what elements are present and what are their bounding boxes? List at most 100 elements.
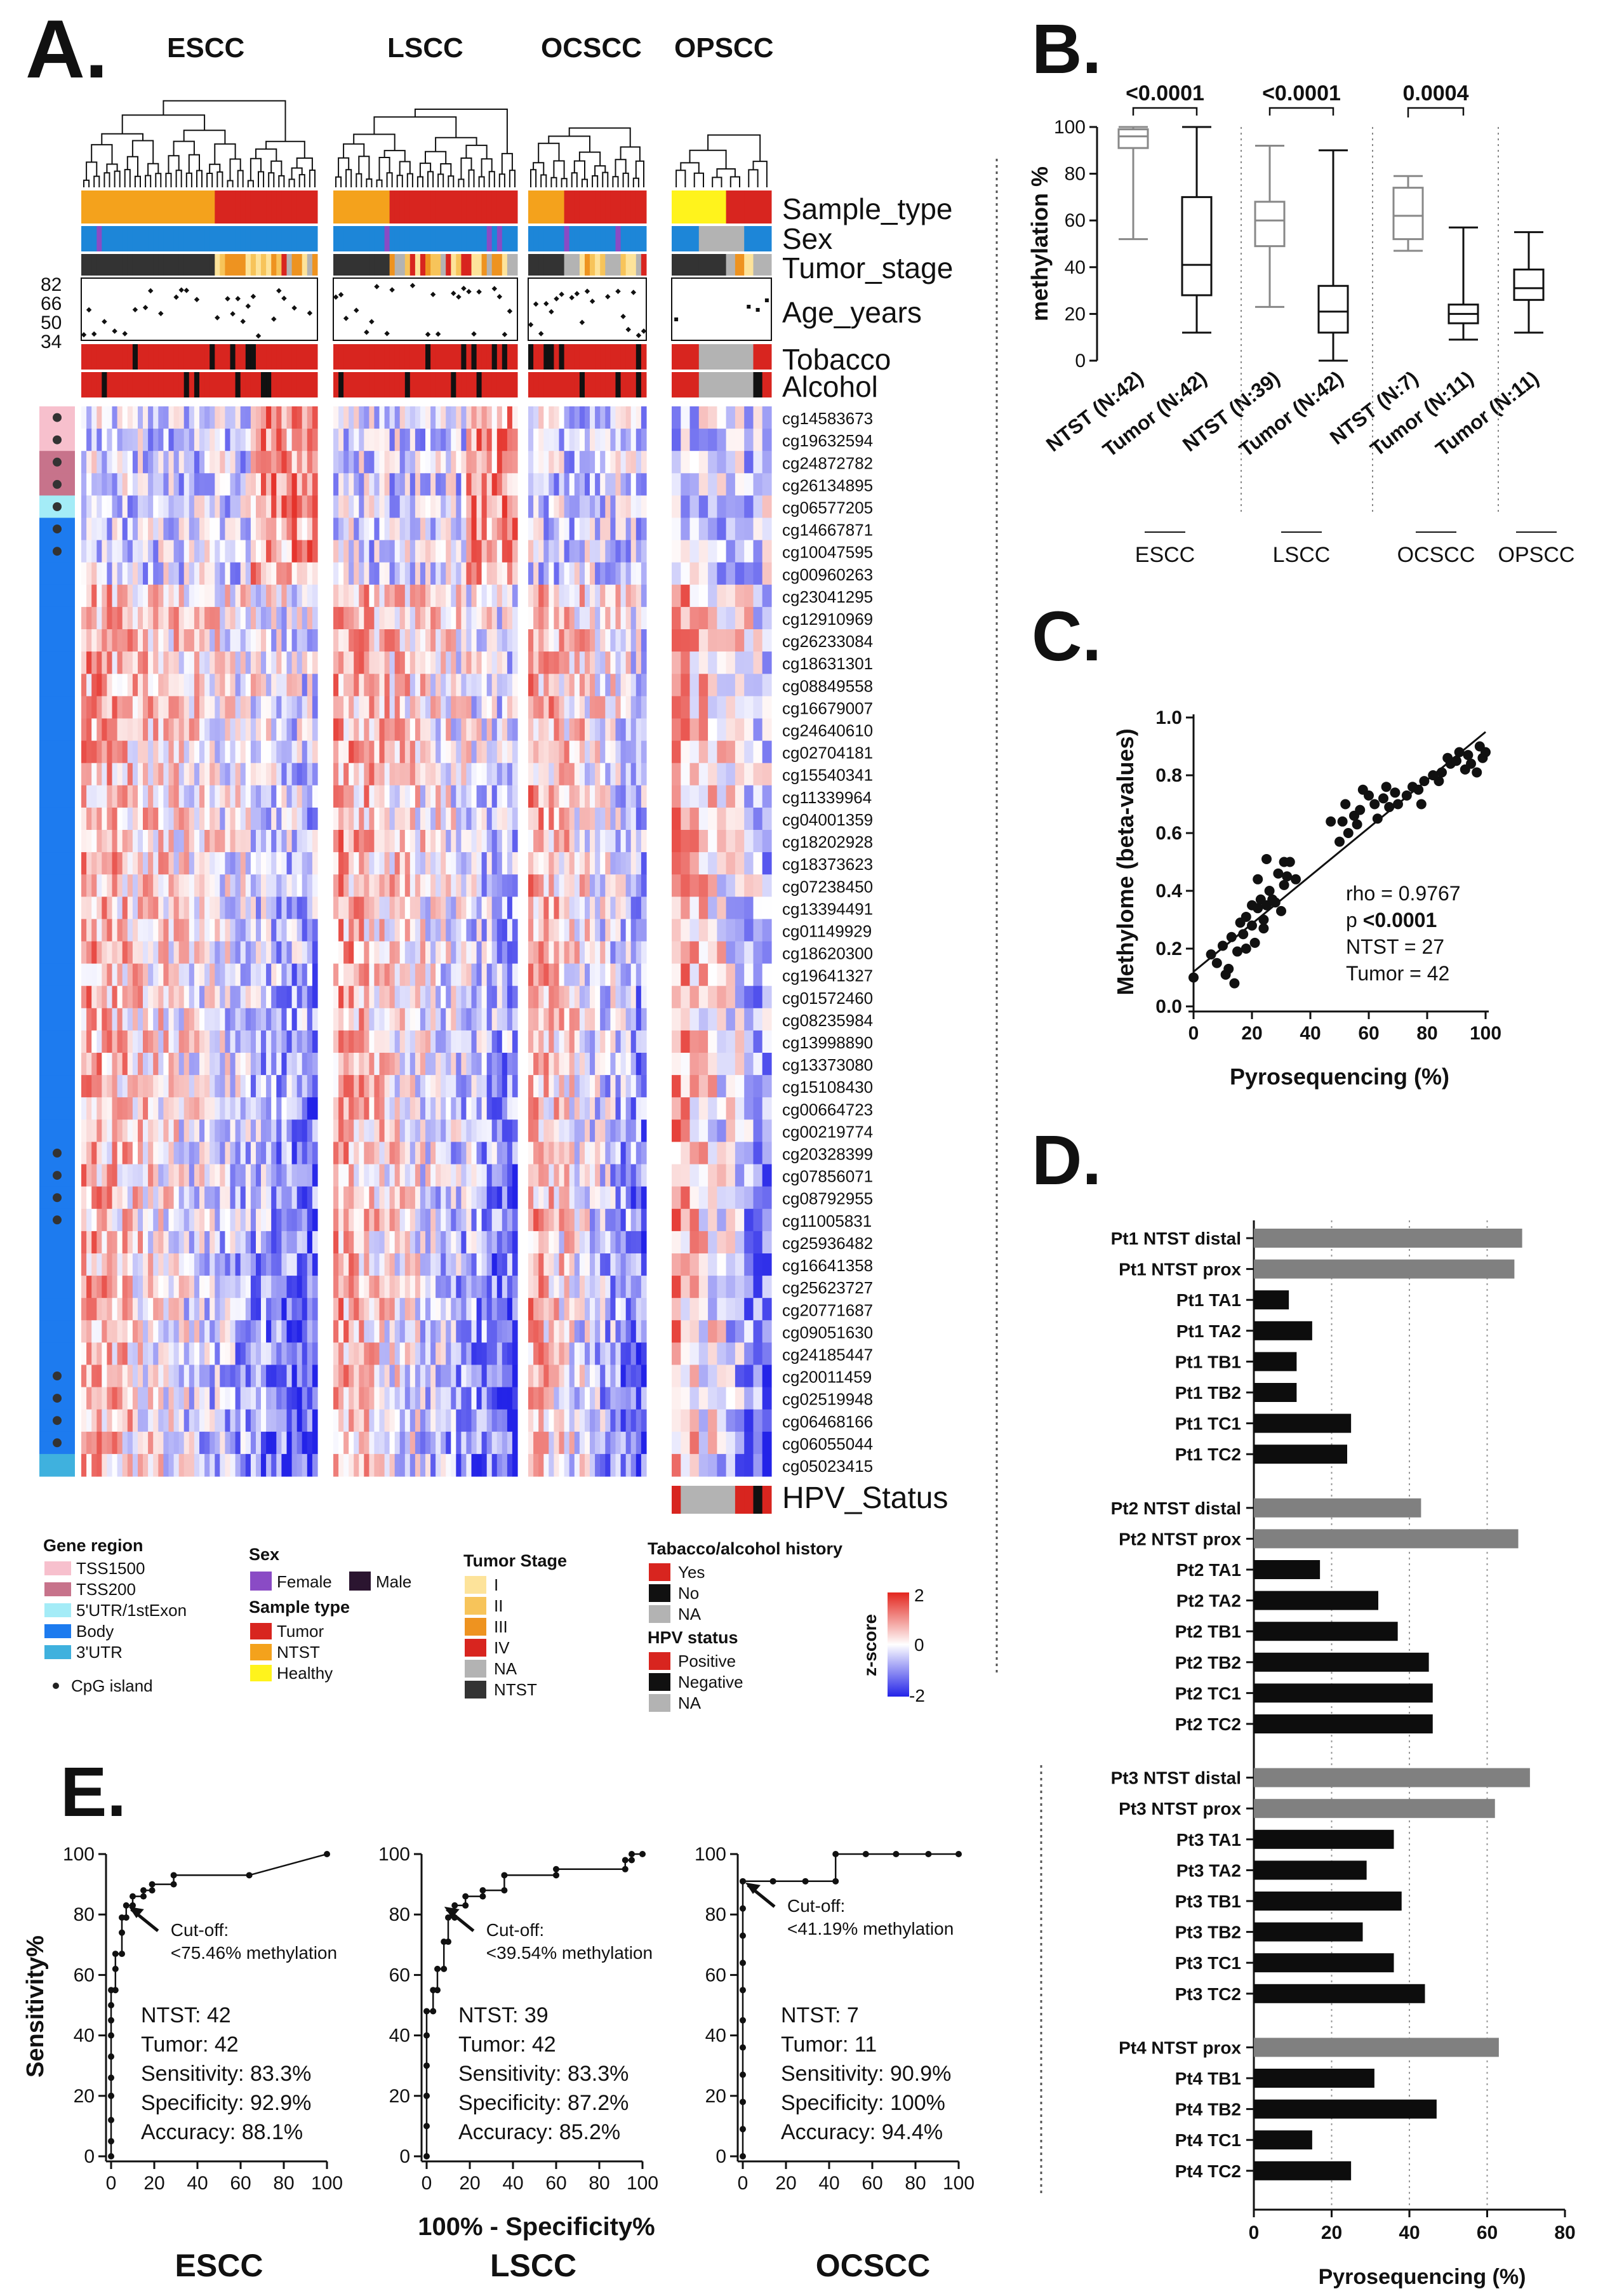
heatmap-cell	[456, 1053, 462, 1076]
heatmap-cell	[486, 540, 493, 563]
heatmap-cell	[605, 429, 611, 451]
age-point	[451, 290, 456, 297]
track-alcohol-cell	[153, 372, 159, 397]
heatmap-cell	[538, 606, 544, 630]
heatmap-cell	[132, 1097, 138, 1120]
heatmap-cell	[271, 1387, 277, 1410]
heatmap-cell	[461, 1298, 467, 1321]
heatmap-cell	[281, 1208, 288, 1232]
track-tobacco-cell	[726, 344, 736, 370]
heatmap-cell	[496, 1365, 503, 1388]
heatmap-cell	[625, 562, 632, 585]
heatmap-cell	[276, 1387, 282, 1410]
heatmap-cell	[148, 1409, 154, 1432]
heatmap-cell	[194, 1097, 200, 1120]
heatmap-cell	[404, 1030, 411, 1053]
heatmap-cell	[461, 1119, 467, 1142]
heatmap-cell	[127, 1365, 133, 1388]
heatmap-cell	[476, 429, 482, 451]
heatmap-cell	[354, 1164, 359, 1187]
heatmap-cell	[349, 830, 354, 853]
heatmap-cell	[168, 629, 175, 652]
heatmap-cell	[409, 1453, 416, 1477]
track-sample-type-cell	[291, 190, 298, 224]
heatmap-cell	[415, 1409, 421, 1432]
age-point	[456, 294, 462, 300]
heatmap-cell	[425, 897, 431, 919]
heatmap-cell	[404, 495, 411, 519]
heatmap-cell	[491, 941, 498, 964]
heatmap-cell	[286, 1142, 293, 1165]
heatmap-cell	[225, 540, 231, 563]
dendrograms	[83, 100, 768, 187]
heatmap-cell	[394, 919, 401, 942]
track-stage-cell	[471, 254, 477, 276]
track-sample-type-cell	[538, 190, 544, 224]
heatmap-cell	[425, 1097, 431, 1120]
heatmap-cell	[338, 451, 344, 474]
heatmap-cell	[625, 651, 632, 674]
heatmap-cell	[574, 651, 580, 674]
heatmap-cell	[204, 1387, 210, 1410]
heatmap-cell	[240, 1186, 246, 1210]
heatmap-cell	[399, 1053, 406, 1076]
heatmap-cell	[635, 517, 642, 541]
heatmap-cell	[261, 473, 267, 496]
track-sample-type-cell	[574, 190, 580, 224]
heatmap-cell	[404, 897, 411, 919]
heatmap-cell	[240, 1119, 246, 1142]
heatmap-cell	[107, 1365, 113, 1388]
heatmap-cell	[502, 763, 508, 786]
heatmap-cell	[481, 1186, 488, 1210]
heatmap-cell	[384, 785, 390, 808]
heatmap-cell	[91, 696, 97, 719]
heatmap-cell	[286, 718, 293, 742]
track-sample-type-cell	[281, 190, 287, 224]
heatmap-cell	[261, 562, 267, 585]
heatmap-cell	[158, 763, 164, 786]
heatmap-cell	[230, 517, 236, 541]
track-tobacco-cell	[481, 344, 488, 370]
heatmap-cell	[158, 517, 164, 541]
heatmap-cell	[471, 451, 477, 474]
heatmap-cell	[291, 985, 298, 1009]
heatmap-cell	[420, 1142, 426, 1165]
heatmap-cell	[343, 941, 349, 964]
heatmap-cell	[266, 562, 272, 585]
heatmap-cell	[307, 1342, 313, 1366]
heatmap-cell	[379, 1030, 385, 1053]
heatmap-cell	[220, 429, 225, 451]
heatmap-cell	[143, 629, 149, 652]
heatmap-cell	[507, 1342, 513, 1366]
heatmap-cell	[359, 1053, 364, 1076]
heatmap-cell	[451, 1053, 456, 1076]
heatmap-cell	[163, 606, 170, 630]
heatmap-cell	[394, 1208, 401, 1232]
heatmap-cell	[220, 1119, 225, 1142]
track-sex-cell	[138, 226, 143, 251]
heatmap-cell	[286, 740, 293, 764]
heatmap-cell	[507, 696, 513, 719]
heatmap-cell	[107, 495, 113, 519]
heatmap-cell	[430, 1365, 436, 1388]
heatmap-cell	[379, 1298, 385, 1321]
heatmap-cell	[359, 1231, 364, 1254]
heatmap-cell	[194, 696, 200, 719]
heatmap-cell	[153, 763, 159, 786]
heatmap-cell	[127, 629, 133, 652]
heatmap-cell	[81, 562, 87, 585]
dendrogram-branch	[101, 133, 143, 145]
heatmap-cell	[132, 1164, 138, 1187]
heatmap-cell	[271, 629, 277, 652]
heatmap-cell	[507, 919, 513, 942]
heatmap-cell	[384, 1142, 390, 1165]
heatmap-cell	[461, 629, 467, 652]
heatmap-cell	[148, 1253, 154, 1276]
heatmap-cell	[481, 562, 488, 585]
heatmap-cell	[369, 1431, 375, 1455]
heatmap-cell	[312, 1298, 318, 1321]
heatmap-cell	[496, 696, 503, 719]
heatmap-cell	[235, 1365, 241, 1388]
heatmap-cell	[349, 451, 354, 474]
heatmap-cell	[359, 495, 364, 519]
